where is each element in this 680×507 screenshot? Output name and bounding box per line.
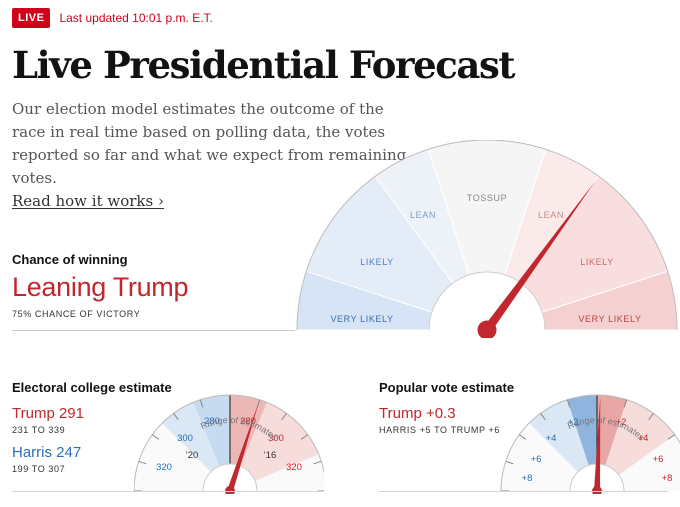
electoral-trump: Trump 291 [12,405,84,422]
label-very-likely-trump: VERY LIKELY [578,314,641,324]
marker-2020: ’20 [186,450,199,461]
tick-harris-plus2: +2 [568,417,579,428]
popular-gauge: +2 +4 +6 +8 +2 +4 +6 +8 Range of estimat… [500,378,680,494]
tick-harris-320: 320 [156,462,172,473]
electoral-gauge-svg: 280 300 320 280 300 320 ’20 ’16 Range of… [134,394,324,494]
main-gauge-svg: VERY LIKELY LIKELY LEAN TOSSUP LEAN LIKE… [296,140,678,338]
chance-subtext: 75% CHANCE OF VICTORY [12,309,141,319]
chance-heading: Chance of winning [12,252,128,267]
page-title: Live Presidential Forecast [12,43,515,87]
tick-trump-300: 300 [268,433,284,444]
tick-harris-plus4: +4 [546,433,557,444]
label-likely-harris: LIKELY [360,257,393,267]
electoral-trump-range: 231 TO 339 [12,425,66,435]
tick-trump-plus4: +4 [638,433,649,444]
status-bar: LIVE Last updated 10:01 p.m. E.T. [12,8,213,28]
tick-trump-plus6: +6 [653,454,664,465]
tick-harris-plus8: +8 [522,473,533,484]
electoral-harris-range: 199 TO 307 [12,464,66,474]
tick-trump-plus8: +8 [662,473,673,484]
main-forecast-gauge: VERY LIKELY LIKELY LEAN TOSSUP LEAN LIKE… [294,140,680,338]
popular-gauge-svg: +2 +4 +6 +8 +2 +4 +6 +8 Range of estimat… [500,394,680,494]
electoral-gauge: 280 300 320 280 300 320 ’20 ’16 Range of… [134,378,324,494]
intro-text: Our election model estimates the outcome… [12,100,407,187]
popular-range: HARRIS +5 TO TRUMP +6 [379,425,500,435]
chance-of-winning: Chance of winning Leaning Trump 75% CHAN… [12,252,189,319]
tick-harris-280: 280 [204,416,220,427]
label-likely-trump: LIKELY [580,257,613,267]
label-tossup: TOSSUP [467,193,507,203]
tick-trump-plus2: +2 [616,417,627,428]
electoral-college-block: Electoral college estimate Trump 291 231… [12,380,172,474]
tick-harris-plus6: +6 [531,454,542,465]
electoral-harris: Harris 247 [12,444,82,461]
label-lean-trump: LEAN [538,210,564,220]
tick-trump-320: 320 [286,462,302,473]
tick-trump-280: 280 [240,416,256,427]
main-gauge-needle [477,180,596,338]
main-gauge-inner-outline [428,271,546,331]
tick-harris-300: 300 [177,433,193,444]
popular-vote-block: Popular vote estimate Trump +0.3 HARRIS … [379,380,514,435]
last-updated: Last updated 10:01 p.m. E.T. [59,11,213,25]
read-how-it-works-link[interactable]: Read how it works › [12,192,164,210]
intro-paragraph: Our election model estimates the outcome… [12,98,412,213]
live-badge: LIVE [12,8,51,28]
bottom-rule-right [379,491,668,492]
electoral-heading: Electoral college estimate [12,380,172,395]
label-lean-harris: LEAN [410,210,436,220]
main-gauge-outline [296,140,678,331]
label-very-likely-harris: VERY LIKELY [330,314,393,324]
popular-heading: Popular vote estimate [379,380,515,395]
popular-trump: Trump +0.3 [379,405,456,422]
divider [12,330,295,331]
bottom-rule-left [12,491,324,492]
chance-value: Leaning Trump [12,272,189,302]
marker-2016: ’16 [264,450,277,461]
